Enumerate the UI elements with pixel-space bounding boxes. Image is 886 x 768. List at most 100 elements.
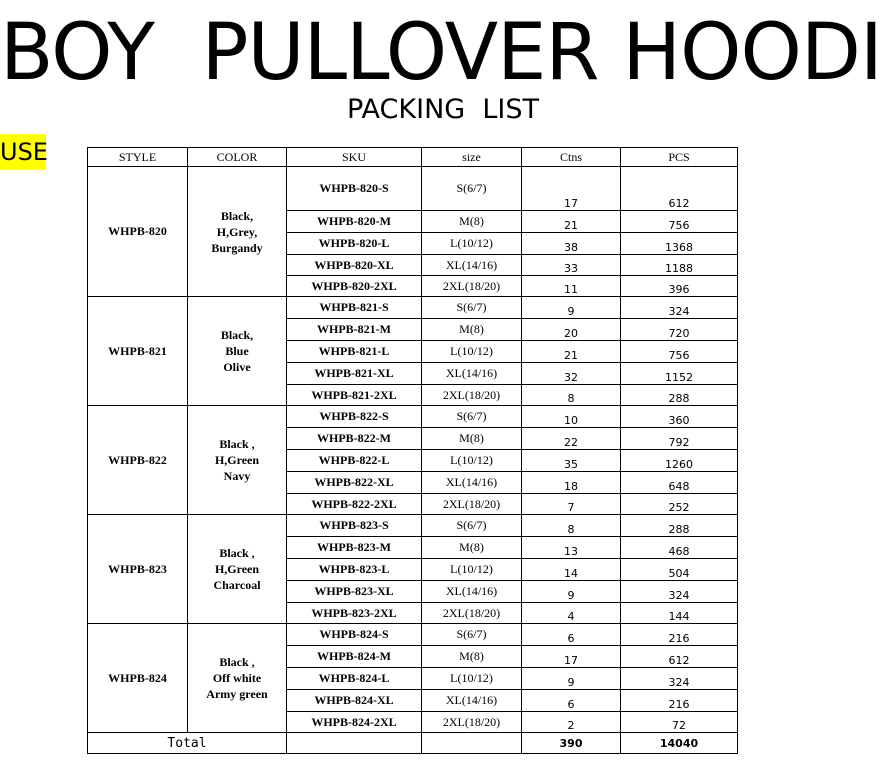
num-cell: 8 — [521, 384, 621, 406]
packing-table: STYLE COLOR SKU size Ctns PCS WHPB-820 Black, H… — [87, 147, 738, 754]
sku-cell: WHPB-821-M — [286, 318, 422, 341]
num-cell: 18 — [521, 471, 621, 494]
size-cell: S(6/7) — [421, 296, 522, 319]
style-cell: WHPB-824 — [87, 623, 188, 733]
sku-cell: WHPB-824-S — [286, 623, 422, 646]
num-cell: 20 — [521, 318, 621, 341]
num-cell: 7 — [521, 493, 621, 515]
num-cell: 32 — [521, 362, 621, 385]
size-cell: 2XL(18/20) — [421, 711, 522, 733]
row: WHPB-823-L L(10/12) 14 504 — [88, 558, 738, 581]
num-cell: 792 — [620, 427, 738, 450]
num-cell: 504 — [620, 558, 738, 581]
size-cell: S(6/7) — [421, 623, 522, 646]
sku-cell: WHPB-820-M — [286, 210, 422, 233]
num-cell: 13 — [521, 536, 621, 559]
num-cell: 9 — [521, 667, 621, 690]
sku-cell: WHPB-820-L — [286, 232, 422, 255]
sku-cell: WHPB-822-S — [286, 405, 422, 428]
row: WHPB-824 Black , Off white Army green WHPB… — [87, 623, 738, 733]
num-cell: 1368 — [620, 232, 738, 255]
num-cell: 612 — [620, 645, 738, 668]
size-cell: L(10/12) — [421, 232, 522, 255]
size-cell: XL(14/16) — [421, 254, 522, 276]
size-cell: L(10/12) — [421, 558, 522, 581]
num-cell: 1152 — [620, 362, 738, 385]
header-cell: Ctns — [521, 147, 621, 167]
sku-cell: WHPB-823-M — [286, 536, 422, 559]
empty-cell — [421, 732, 522, 754]
size-cell: M(8) — [421, 318, 522, 341]
size-cell: S(6/7) — [421, 405, 522, 428]
num-cell: 11 — [521, 275, 621, 297]
sku-cell: WHPB-824-M — [286, 645, 422, 668]
color-cell: Black , H,Green Charcoal — [187, 514, 287, 624]
header-row: STYLE COLOR SKU size Ctns PCS — [87, 147, 738, 167]
color-cell: Black , H,Green Navy — [187, 405, 287, 515]
color-cell: Black , Off white Army green — [187, 623, 287, 733]
sku-cell: WHPB-820-2XL — [286, 275, 422, 297]
row: WHPB-822-M M(8) 22 792 — [88, 427, 738, 450]
row: WHPB-822-L L(10/12) 35 1260 — [88, 449, 738, 472]
size-cell: XL(14/16) — [421, 471, 522, 494]
sku-cell: WHPB-824-L — [286, 667, 422, 690]
num-cell: 756 — [620, 340, 738, 363]
num-cell: 17 — [521, 166, 621, 211]
header-cell: PCS — [620, 147, 738, 167]
num-cell: 6 — [521, 689, 621, 712]
num-cell: 216 — [620, 623, 738, 646]
num-cell: 612 — [620, 166, 738, 211]
num-cell: 9 — [521, 580, 621, 603]
size-cell: S(6/7) — [421, 514, 522, 537]
num-cell: 468 — [620, 536, 738, 559]
sku-cell: WHPB-823-L — [286, 558, 422, 581]
empty-cell — [286, 732, 422, 754]
total-row: Total 390 14040 — [87, 732, 738, 754]
total-label: Total — [87, 732, 287, 754]
total-ctns: 390 — [521, 732, 621, 754]
row: WHPB-821-M M(8) 20 720 — [88, 318, 738, 341]
tag: USE — [0, 134, 48, 170]
color-cell: Black, Blue Olive — [187, 296, 287, 406]
sku-cell: WHPB-823-S — [286, 514, 422, 537]
sku-cell: WHPB-823-2XL — [286, 602, 422, 624]
total-pcs: 14040 — [620, 732, 738, 754]
num-cell: 216 — [620, 689, 738, 712]
row: WHPB-820-2XL 2XL(18/20) 11 396 — [88, 275, 738, 297]
row: WHPB-823-XL XL(14/16) 9 324 — [88, 580, 738, 603]
header-cell: COLOR — [187, 147, 287, 167]
sku-cell: WHPB-821-S — [286, 296, 422, 319]
size-cell: L(10/12) — [421, 340, 522, 363]
style-cell: WHPB-820 — [87, 166, 188, 297]
num-cell: 9 — [521, 296, 621, 319]
sku-cell: WHPB-822-M — [286, 427, 422, 450]
header-cell: SKU — [286, 147, 422, 167]
size-cell: L(10/12) — [421, 667, 522, 690]
row: WHPB-822-XL XL(14/16) 18 648 — [88, 471, 738, 494]
num-cell: 33 — [521, 254, 621, 276]
sku-cell: WHPB-821-XL — [286, 362, 422, 385]
num-cell: 10 — [521, 405, 621, 428]
sku-cell: WHPB-823-XL — [286, 580, 422, 603]
size-cell: M(8) — [421, 427, 522, 450]
num-cell: 6 — [521, 623, 621, 646]
size-cell: L(10/12) — [421, 449, 522, 472]
num-cell: 288 — [620, 384, 738, 406]
sku-cell: WHPB-821-L — [286, 340, 422, 363]
header-cell: size — [421, 147, 522, 167]
sku-cell: WHPB-824-XL — [286, 689, 422, 712]
row: WHPB-823-2XL 2XL(18/20) 4 144 — [88, 602, 738, 624]
num-cell: 14 — [521, 558, 621, 581]
num-cell: 324 — [620, 667, 738, 690]
num-cell: 648 — [620, 471, 738, 494]
num-cell: 8 — [521, 514, 621, 537]
row: WHPB-822 Black , H,Green Navy WHPB-822-S S(… — [87, 405, 738, 515]
num-cell: 720 — [620, 318, 738, 341]
title: BOY PULLOVER HOODIE — [0, 8, 886, 98]
size-cell: S(6/7) — [421, 166, 522, 211]
size-cell: M(8) — [421, 210, 522, 233]
num-cell: 756 — [620, 210, 738, 233]
num-cell: 38 — [521, 232, 621, 255]
header-cell: STYLE — [87, 147, 188, 167]
size-cell: 2XL(18/20) — [421, 384, 522, 406]
